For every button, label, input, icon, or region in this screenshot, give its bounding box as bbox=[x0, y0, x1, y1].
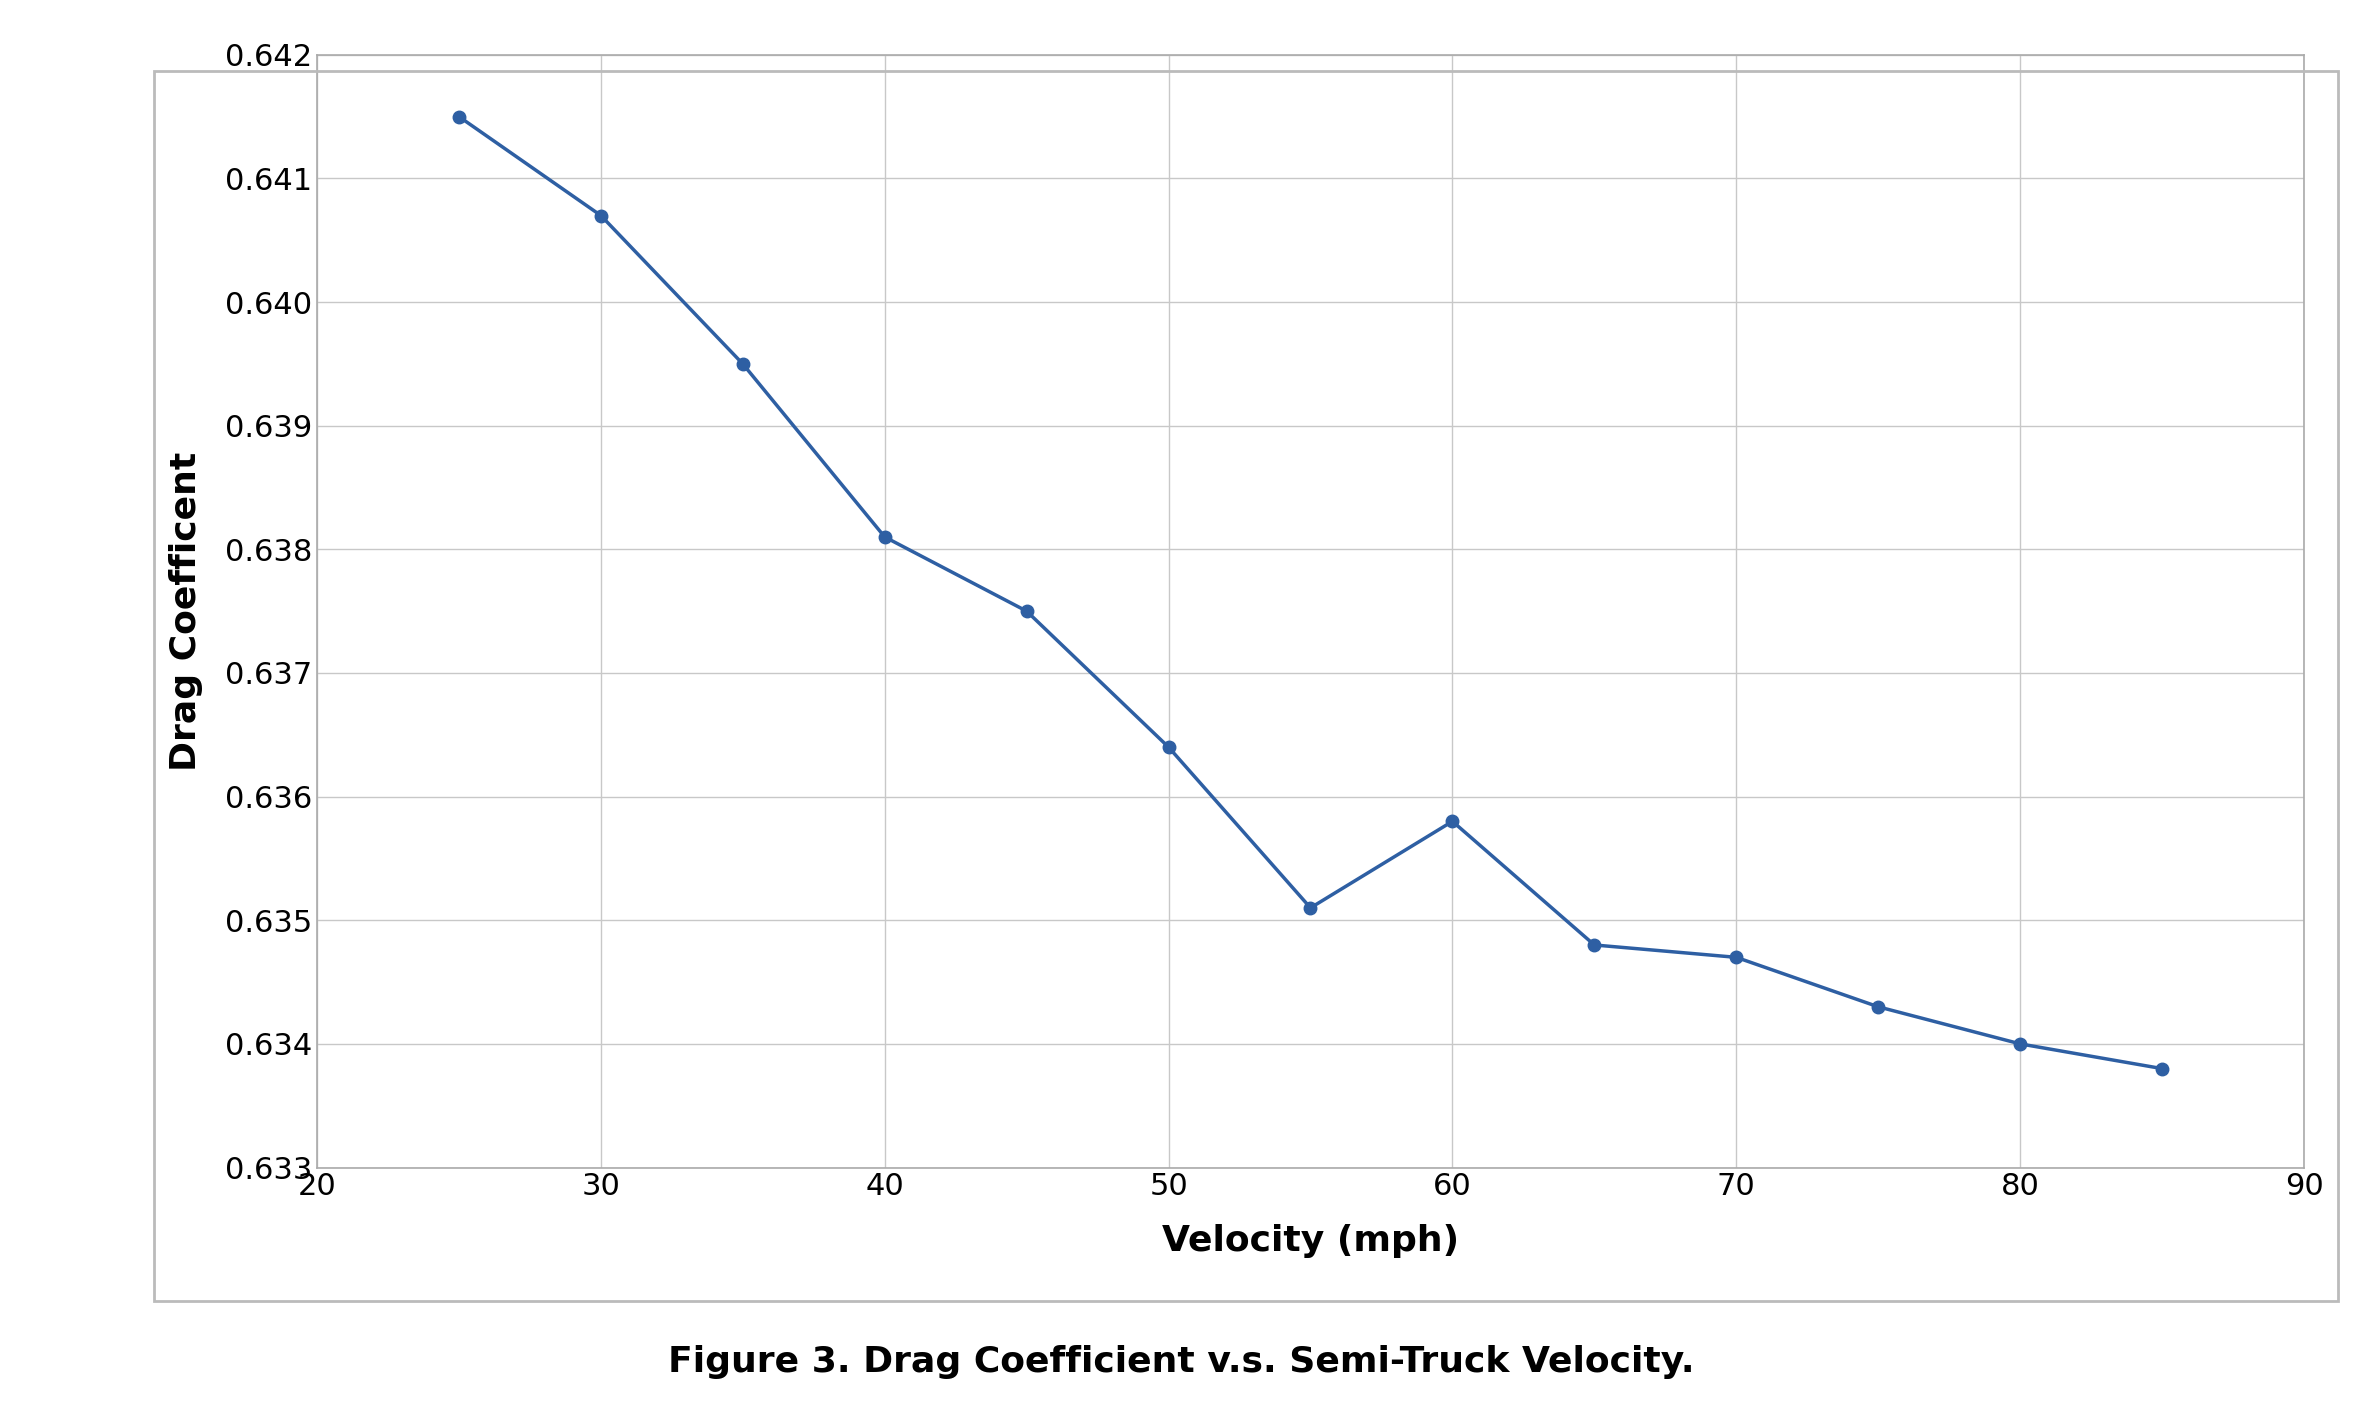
Y-axis label: Drag Coefficent: Drag Coefficent bbox=[168, 451, 203, 771]
X-axis label: Velocity (mph): Velocity (mph) bbox=[1162, 1223, 1460, 1257]
Text: Figure 3. Drag Coefficient v.s. Semi-Truck Velocity.: Figure 3. Drag Coefficient v.s. Semi-Tru… bbox=[668, 1345, 1694, 1379]
